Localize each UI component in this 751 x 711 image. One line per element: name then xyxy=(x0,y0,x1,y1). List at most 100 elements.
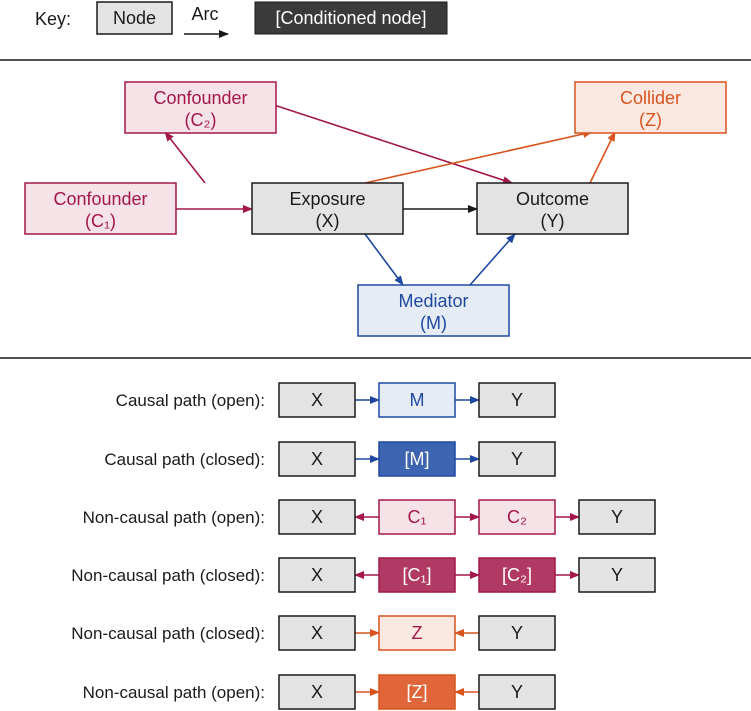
arc-y-to-z xyxy=(589,131,616,184)
path-node: Y xyxy=(478,615,556,651)
path-label: Causal path (open): xyxy=(116,391,265,410)
node-z: Collider(Z) xyxy=(574,81,727,134)
node-box xyxy=(574,81,727,134)
path-node-label: Y xyxy=(611,565,623,585)
path-node: Y xyxy=(478,674,556,710)
node-name: Collider xyxy=(620,88,681,108)
path-node: X xyxy=(278,382,356,418)
path-node-label: Y xyxy=(511,682,523,702)
path-node-label: X xyxy=(311,507,323,527)
path-node: [M] xyxy=(378,441,456,477)
path-node-label: Y xyxy=(511,390,523,410)
path-node-box xyxy=(478,382,556,418)
path-node-box xyxy=(278,499,356,535)
path-node: X xyxy=(278,557,356,593)
path-node: C₁ xyxy=(378,499,456,535)
path-node-label: X xyxy=(311,390,323,410)
path-node-box xyxy=(378,615,456,651)
node-name: Mediator xyxy=(398,291,468,311)
path-row: Non-causal path (open): X [Z] Y xyxy=(83,674,556,710)
path-node-label: Y xyxy=(611,507,623,527)
node-symbol: (C₂) xyxy=(185,110,217,130)
node-symbol: (X) xyxy=(316,211,340,231)
key-node-label: Node xyxy=(113,8,156,28)
path-node: Y xyxy=(478,382,556,418)
path-node-box xyxy=(478,557,556,593)
key-arc-label: Arc xyxy=(192,4,219,24)
node-c2: Confounder(C₂) xyxy=(124,81,277,134)
path-node: C₂ xyxy=(478,499,556,535)
path-label: Non-causal path (open): xyxy=(83,508,265,527)
key-conditioned-box xyxy=(254,1,448,35)
node-box xyxy=(476,182,629,235)
node-c1: Confounder(C₁) xyxy=(24,182,177,235)
path-row: Non-causal path (open): X C₁ C₂ Y xyxy=(83,499,656,535)
path-node: X xyxy=(278,499,356,535)
node-box xyxy=(24,182,177,235)
path-node-label: [M] xyxy=(405,449,430,469)
path-node-label: X xyxy=(311,565,323,585)
path-node-box xyxy=(278,441,356,477)
node-m: Mediator(M) xyxy=(357,284,510,337)
node-box xyxy=(124,81,277,134)
key-node-box xyxy=(96,1,173,35)
path-node-box xyxy=(378,557,456,593)
arc-c2-to-y xyxy=(273,104,513,184)
path-node: [C₂] xyxy=(478,557,556,593)
path-node: Y xyxy=(478,441,556,477)
path-node-label: Z xyxy=(412,623,423,643)
path-node-box xyxy=(278,674,356,710)
path-node-label: M xyxy=(410,390,425,410)
key-legend: Key: Node Arc [Conditioned node] xyxy=(35,1,448,38)
path-node-box xyxy=(378,441,456,477)
path-node: X xyxy=(278,615,356,651)
node-name: Exposure xyxy=(289,189,365,209)
node-symbol: (Y) xyxy=(541,211,565,231)
path-node: [C₁] xyxy=(378,557,456,593)
path-row: Causal path (open): X M Y xyxy=(116,382,556,418)
path-node: X xyxy=(278,441,356,477)
path-node-box xyxy=(578,499,656,535)
path-node-label: [C₁] xyxy=(402,565,431,585)
path-row: Causal path (closed): X [M] Y xyxy=(104,441,556,477)
arc-x-to-z xyxy=(364,130,593,184)
node-name: Confounder xyxy=(53,189,147,209)
path-node: Y xyxy=(578,499,656,535)
path-node-box xyxy=(378,674,456,710)
node-name: Confounder xyxy=(153,88,247,108)
node-symbol: (Z) xyxy=(639,110,662,130)
path-node-box xyxy=(478,499,556,535)
path-label: Non-causal path (closed): xyxy=(71,566,265,585)
path-node: X xyxy=(278,674,356,710)
node-y: Outcome(Y) xyxy=(476,182,629,235)
path-node-label: X xyxy=(311,682,323,702)
node-box xyxy=(357,284,510,337)
path-node-label: X xyxy=(311,449,323,469)
path-node-label: Y xyxy=(511,623,523,643)
path-label: Causal path (closed): xyxy=(104,450,265,469)
path-node: Z xyxy=(378,615,456,651)
path-node-label: [Z] xyxy=(407,682,428,702)
path-node-box xyxy=(378,499,456,535)
path-node-label: [C₂] xyxy=(502,565,532,585)
path-node: Y xyxy=(578,557,656,593)
arc-m-to-y xyxy=(469,233,516,286)
path-node-box xyxy=(278,615,356,651)
path-node: [Z] xyxy=(378,674,456,710)
path-node-box xyxy=(278,557,356,593)
node-box xyxy=(251,182,404,235)
node-symbol: (M) xyxy=(420,313,447,333)
key-label: Key: xyxy=(35,9,71,29)
key-conditioned-label: [Conditioned node] xyxy=(275,8,426,28)
path-node-box xyxy=(478,615,556,651)
path-node-box xyxy=(378,382,456,418)
node-name: Outcome xyxy=(516,189,589,209)
node-x: Exposure(X) xyxy=(251,182,404,235)
path-node-label: C₁ xyxy=(407,507,426,527)
path-node-box xyxy=(578,557,656,593)
path-node-box xyxy=(478,441,556,477)
path-node: M xyxy=(378,382,456,418)
path-node-label: Y xyxy=(511,449,523,469)
